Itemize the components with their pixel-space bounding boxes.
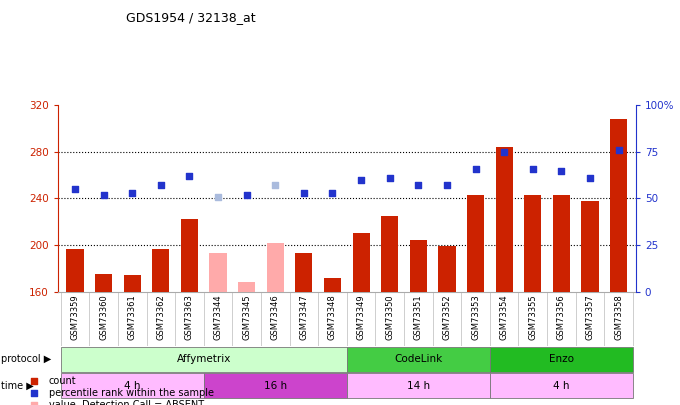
Text: 4 h: 4 h [553, 381, 570, 391]
Bar [152, 249, 169, 292]
Bar [524, 195, 541, 292]
Text: GSM73362: GSM73362 [156, 294, 165, 340]
Bar [267, 243, 284, 292]
Text: GSM73347: GSM73347 [299, 294, 308, 340]
Bar [610, 119, 627, 292]
Text: GSM73361: GSM73361 [128, 294, 137, 340]
Bar [490, 373, 633, 399]
Bar [204, 373, 347, 399]
Text: Enzo: Enzo [549, 354, 574, 364]
Point [498, 149, 509, 155]
Bar [381, 216, 398, 292]
Text: GSM73344: GSM73344 [214, 294, 222, 340]
Point [413, 182, 424, 189]
Bar [439, 246, 456, 292]
Bar [467, 195, 484, 292]
Point [327, 190, 338, 196]
Text: GSM73345: GSM73345 [242, 294, 251, 340]
Text: percentile rank within the sample: percentile rank within the sample [48, 388, 214, 398]
Text: GSM73357: GSM73357 [585, 294, 594, 340]
Text: 4 h: 4 h [124, 381, 141, 391]
Bar [238, 282, 255, 292]
Point [270, 182, 281, 189]
Point [613, 147, 624, 153]
Bar [209, 253, 226, 292]
Bar [124, 275, 141, 292]
Text: GSM73350: GSM73350 [386, 294, 394, 340]
Point [155, 182, 166, 189]
Point [241, 192, 252, 198]
Bar [61, 373, 204, 399]
Text: CodeLink: CodeLink [394, 354, 443, 364]
Text: GSM73354: GSM73354 [500, 294, 509, 340]
Point [299, 190, 309, 196]
Point [441, 182, 452, 189]
Bar [553, 195, 570, 292]
Bar [181, 220, 198, 292]
Bar [496, 147, 513, 292]
Point [69, 186, 80, 192]
Text: GSM73346: GSM73346 [271, 294, 279, 340]
Text: 16 h: 16 h [264, 381, 287, 391]
Point [126, 190, 137, 196]
Point [528, 165, 539, 172]
Text: GDS1954 / 32138_at: GDS1954 / 32138_at [126, 11, 256, 24]
Point [98, 192, 109, 198]
Bar [95, 274, 112, 292]
Bar [67, 249, 84, 292]
Point [470, 165, 481, 172]
Text: GSM73359: GSM73359 [71, 294, 80, 340]
Text: Affymetrix: Affymetrix [177, 354, 231, 364]
Point [583, 348, 594, 354]
Text: GSM73349: GSM73349 [356, 294, 366, 340]
Text: GSM73351: GSM73351 [414, 294, 423, 340]
Point [384, 175, 395, 181]
Bar [581, 201, 598, 292]
Text: GSM73360: GSM73360 [99, 294, 108, 340]
Text: 14 h: 14 h [407, 381, 430, 391]
Bar [295, 253, 313, 292]
Text: GSM73355: GSM73355 [528, 294, 537, 340]
Point [184, 173, 195, 179]
Text: GSM73358: GSM73358 [614, 294, 623, 340]
Bar [61, 347, 347, 372]
Bar [410, 241, 427, 292]
Text: protocol ▶: protocol ▶ [1, 354, 52, 364]
Text: GSM73352: GSM73352 [443, 294, 452, 340]
Text: count: count [48, 375, 76, 386]
Bar [352, 233, 370, 292]
Text: time ▶: time ▶ [1, 381, 34, 391]
Point [556, 167, 567, 174]
Text: GSM73353: GSM73353 [471, 294, 480, 340]
Text: GSM73348: GSM73348 [328, 294, 337, 340]
Point [583, 239, 594, 245]
Point [583, 129, 594, 136]
Text: GSM73363: GSM73363 [185, 294, 194, 340]
Text: GSM73356: GSM73356 [557, 294, 566, 340]
Text: value, Detection Call = ABSENT: value, Detection Call = ABSENT [48, 400, 204, 405]
Bar [347, 373, 490, 399]
Point [356, 177, 367, 183]
Point [213, 193, 224, 200]
Bar [324, 278, 341, 292]
Bar [490, 347, 633, 372]
Point [585, 175, 596, 181]
Bar [347, 347, 490, 372]
